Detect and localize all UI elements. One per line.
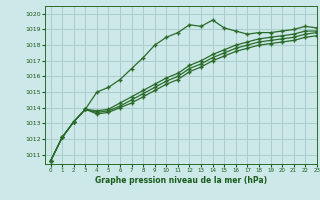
X-axis label: Graphe pression niveau de la mer (hPa): Graphe pression niveau de la mer (hPa): [95, 176, 267, 185]
